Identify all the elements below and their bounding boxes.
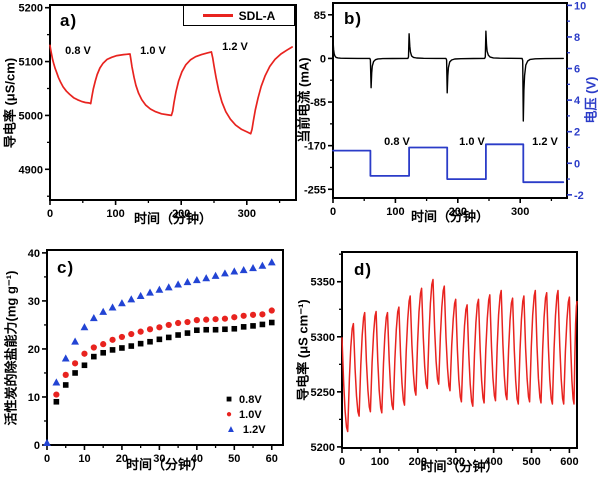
svg-text:5100: 5100 [19, 57, 43, 69]
svg-text:300: 300 [447, 456, 465, 468]
svg-text:0: 0 [47, 208, 53, 220]
svg-text:85: 85 [314, 10, 326, 22]
legend-row-1.0V: ● 1.0V [226, 408, 266, 422]
annotation-a-0.8V: 0.8 V [65, 45, 91, 57]
svg-text:100: 100 [371, 456, 389, 468]
svg-text:8: 8 [574, 32, 580, 44]
triangle-marker-icon: ▲ [226, 424, 236, 435]
svg-text:10: 10 [78, 453, 90, 465]
circle-marker-icon: ● [226, 409, 233, 420]
panel-c-xlabel: 时间（分钟） [125, 457, 204, 472]
legend-row-0.8V: ■ 0.8V [226, 393, 266, 407]
panel-d: 0 100 200 300 400 500 600 5200 5250 5300 5350 [311, 251, 579, 468]
annotation-b-1.2V: 1.2 V [532, 136, 558, 148]
panel-a-ylabel: 导电率 (μS/cm) [2, 57, 18, 149]
series-SDL-A [49, 44, 293, 135]
svg-text:200: 200 [449, 206, 467, 218]
series-current [332, 30, 564, 122]
panel-c: 0 10 20 30 40 50 60 0 10 20 30 40 [28, 248, 284, 465]
panel-a-legend: SDL-A [183, 5, 295, 26]
panel-a: 0 100 200 300 4900 5000 5100 5200 [19, 3, 297, 220]
panel-c-legend: ■ 0.8V ● 1.0V ▲ 1.2V [226, 393, 266, 437]
series-voltage [332, 143, 565, 184]
svg-text:10: 10 [574, 0, 586, 12]
svg-text:40: 40 [191, 453, 203, 465]
panel-b-label: b) [344, 9, 363, 28]
svg-text:200: 200 [172, 208, 190, 220]
panel-b-xlabel: 时间（分钟） [410, 209, 489, 224]
svg-text:0: 0 [574, 158, 580, 170]
svg-text:-170: -170 [304, 141, 326, 153]
square-marker-icon: ■ [226, 394, 233, 405]
annotation-b-0.8V: 0.8 V [384, 136, 410, 148]
svg-text:300: 300 [511, 206, 529, 218]
panel-a-label: a) [60, 11, 78, 30]
svg-text:-85: -85 [310, 97, 326, 109]
svg-text:20: 20 [116, 453, 128, 465]
legend-row-1.2V: ▲ 1.2V [226, 423, 266, 437]
panel-a-frame [49, 4, 297, 201]
svg-text:30: 30 [153, 453, 165, 465]
panel-b: 0 100 200 300 -255 -170 -85 0 85 -2 0 2 4 6 8 10 [304, 0, 586, 218]
svg-text:300: 300 [238, 208, 256, 220]
panel-b-ylabel: 当前电流 (mA) [296, 57, 312, 143]
svg-text:0: 0 [330, 206, 336, 218]
annotation-a-1.0V: 1.0 V [140, 45, 166, 57]
series-0.8V [53, 319, 275, 405]
svg-text:0: 0 [320, 53, 326, 65]
svg-text:6: 6 [574, 64, 580, 76]
series-1.0V [53, 307, 275, 398]
svg-text:50: 50 [228, 453, 240, 465]
panel-c-frame [46, 249, 284, 446]
svg-text:20: 20 [28, 344, 40, 356]
svg-text:400: 400 [484, 456, 502, 468]
svg-text:5200: 5200 [311, 442, 335, 454]
svg-text:5350: 5350 [311, 277, 335, 289]
svg-text:5000: 5000 [19, 110, 43, 122]
svg-text:10: 10 [28, 392, 40, 404]
legend-c-label-2: 1.0V [239, 408, 262, 421]
panel-a-xlabel: 时间（分钟） [133, 211, 212, 226]
panel-b-frame [332, 2, 568, 199]
legend-a-label: SDL-A [238, 8, 276, 23]
svg-text:4900: 4900 [19, 164, 43, 176]
svg-text:0: 0 [44, 453, 50, 465]
annotation-b-1.0V: 1.0 V [459, 136, 485, 148]
legend-line-swatch [202, 14, 233, 17]
svg-text:100: 100 [106, 208, 124, 220]
svg-text:4: 4 [574, 95, 581, 107]
svg-text:100: 100 [386, 206, 404, 218]
series-conductivity-cycling [341, 278, 578, 433]
panel-c-label: c) [57, 258, 75, 277]
panel-d-xlabel: 时间（分钟） [420, 459, 499, 474]
svg-text:0: 0 [339, 456, 345, 468]
svg-text:500: 500 [522, 456, 540, 468]
svg-text:5250: 5250 [311, 387, 335, 399]
svg-text:30: 30 [28, 296, 40, 308]
svg-text:60: 60 [266, 453, 278, 465]
panel-b-y2label: 电压 (V) [583, 76, 599, 124]
svg-text:-255: -255 [304, 184, 326, 196]
annotation-a-1.2V: 1.2 V [222, 41, 248, 53]
svg-text:0: 0 [34, 440, 40, 452]
svg-text:5200: 5200 [19, 3, 43, 15]
svg-text:5300: 5300 [311, 332, 335, 344]
svg-text:200: 200 [409, 456, 427, 468]
svg-text:2: 2 [574, 127, 580, 139]
panel-d-label: d) [354, 260, 373, 279]
legend-c-label-3: 1.2V [242, 423, 266, 436]
panel-c-ylabel: 活性炭的除盐能力(mg g⁻¹) [3, 270, 19, 426]
svg-text:-2: -2 [574, 190, 584, 202]
svg-text:40: 40 [28, 248, 40, 260]
panel-d-ylabel: 导电率 (μS cm⁻¹) [295, 299, 311, 401]
svg-text:600: 600 [560, 456, 578, 468]
series-1.2V [43, 258, 276, 446]
legend-c-label-1: 0.8V [239, 393, 262, 406]
